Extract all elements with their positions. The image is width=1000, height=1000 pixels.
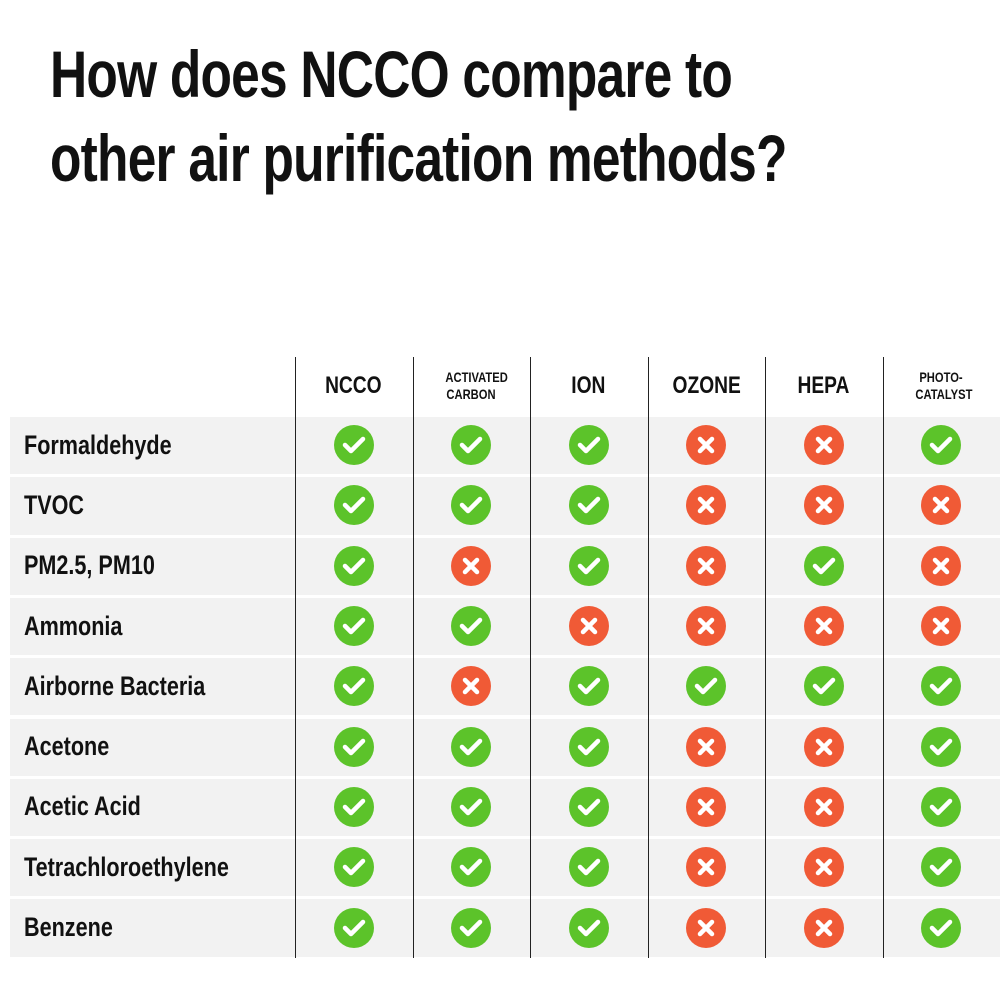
check-icon [803, 666, 844, 707]
row-label-text: Benzene [24, 912, 113, 943]
cross-icon [451, 545, 492, 586]
cross-icon [921, 545, 962, 586]
check-icon [333, 485, 374, 526]
row-label: Tetrachloroethylene [10, 837, 295, 897]
column-divider [295, 357, 296, 958]
row-label: Acetic Acid [10, 777, 295, 837]
check-icon [921, 666, 962, 707]
row-label: Benzene [10, 897, 295, 957]
cross-icon [803, 425, 844, 466]
check-icon [451, 907, 492, 948]
cross-icon [686, 726, 727, 767]
column-divider [530, 357, 531, 958]
check-icon [921, 907, 962, 948]
column-header: PHOTO-CATALYST [883, 357, 1000, 415]
check-icon [451, 847, 492, 888]
check-icon [803, 545, 844, 586]
cross-icon [686, 847, 727, 888]
column-divider [647, 357, 649, 958]
cross-icon [803, 485, 844, 526]
column-header: OZONE [648, 357, 766, 415]
column-divider [765, 357, 766, 958]
cross-icon [803, 606, 844, 647]
column-header-text: NCCO [325, 372, 383, 399]
check-icon [451, 726, 492, 767]
cross-icon [803, 847, 844, 888]
cross-icon [686, 606, 727, 647]
cross-icon [921, 485, 962, 526]
column-header: ION [530, 357, 648, 415]
column-header-text: PHOTO-CATALYST [915, 369, 973, 402]
row-label-text: PM2.5, PM10 [24, 550, 155, 581]
check-icon [921, 726, 962, 767]
cross-icon [686, 425, 727, 466]
row-label-text: Formaldehyde [24, 429, 172, 460]
check-icon [568, 485, 609, 526]
row-label-text: TVOC [24, 489, 85, 520]
cross-icon [803, 907, 844, 948]
check-icon [451, 485, 492, 526]
check-icon [568, 545, 609, 586]
column-divider [412, 357, 414, 958]
cross-icon [686, 786, 727, 827]
check-icon [451, 786, 492, 827]
check-icon [921, 847, 962, 888]
check-icon [333, 907, 374, 948]
comparison-table: NCCO ACTIVATED CARBON ION OZONE HEPA PHOTO-CA… [10, 357, 1000, 958]
check-icon [333, 545, 374, 586]
check-icon [451, 425, 492, 466]
check-icon [568, 847, 609, 888]
check-icon [333, 847, 374, 888]
check-icon [921, 786, 962, 827]
cross-icon [686, 485, 727, 526]
row-label-text: Ammonia [24, 610, 123, 641]
cross-icon [921, 606, 962, 647]
check-icon [686, 666, 727, 707]
row-label: Airborne Bacteria [10, 656, 295, 716]
column-header: HEPA [765, 357, 883, 415]
column-divider [882, 357, 884, 958]
row-label-text: Tetrachloroethylene [24, 851, 229, 882]
check-icon [568, 907, 609, 948]
row-label: Ammonia [10, 596, 295, 656]
row-label-text: Acetic Acid [24, 791, 141, 822]
check-icon [451, 606, 492, 647]
row-label: PM2.5, PM10 [10, 536, 295, 596]
column-header-text: ACTIVATED CARBON [445, 369, 509, 402]
cross-icon [686, 907, 727, 948]
column-header-text: OZONE [672, 372, 741, 399]
column-header: NCCO [295, 357, 413, 415]
column-header: ACTIVATED CARBON [413, 357, 531, 415]
check-icon [333, 425, 374, 466]
row-label: TVOC [10, 475, 295, 535]
cross-icon [686, 545, 727, 586]
row-label-text: Airborne Bacteria [24, 670, 206, 701]
cross-icon [568, 606, 609, 647]
cross-icon [451, 666, 492, 707]
column-header-text: HEPA [797, 372, 850, 399]
check-icon [333, 606, 374, 647]
check-icon [333, 726, 374, 767]
row-label-text: Acetone [24, 731, 110, 762]
check-icon [333, 786, 374, 827]
check-icon [568, 726, 609, 767]
check-icon [333, 666, 374, 707]
cross-icon [803, 786, 844, 827]
check-icon [568, 786, 609, 827]
title: How does NCCO compare to other air purif… [50, 37, 787, 195]
column-header-text: ION [571, 372, 606, 399]
check-icon [921, 425, 962, 466]
check-icon [568, 425, 609, 466]
check-icon [568, 666, 609, 707]
row-label: Formaldehyde [10, 415, 295, 475]
row-label: Acetone [10, 717, 295, 777]
cross-icon [803, 726, 844, 767]
